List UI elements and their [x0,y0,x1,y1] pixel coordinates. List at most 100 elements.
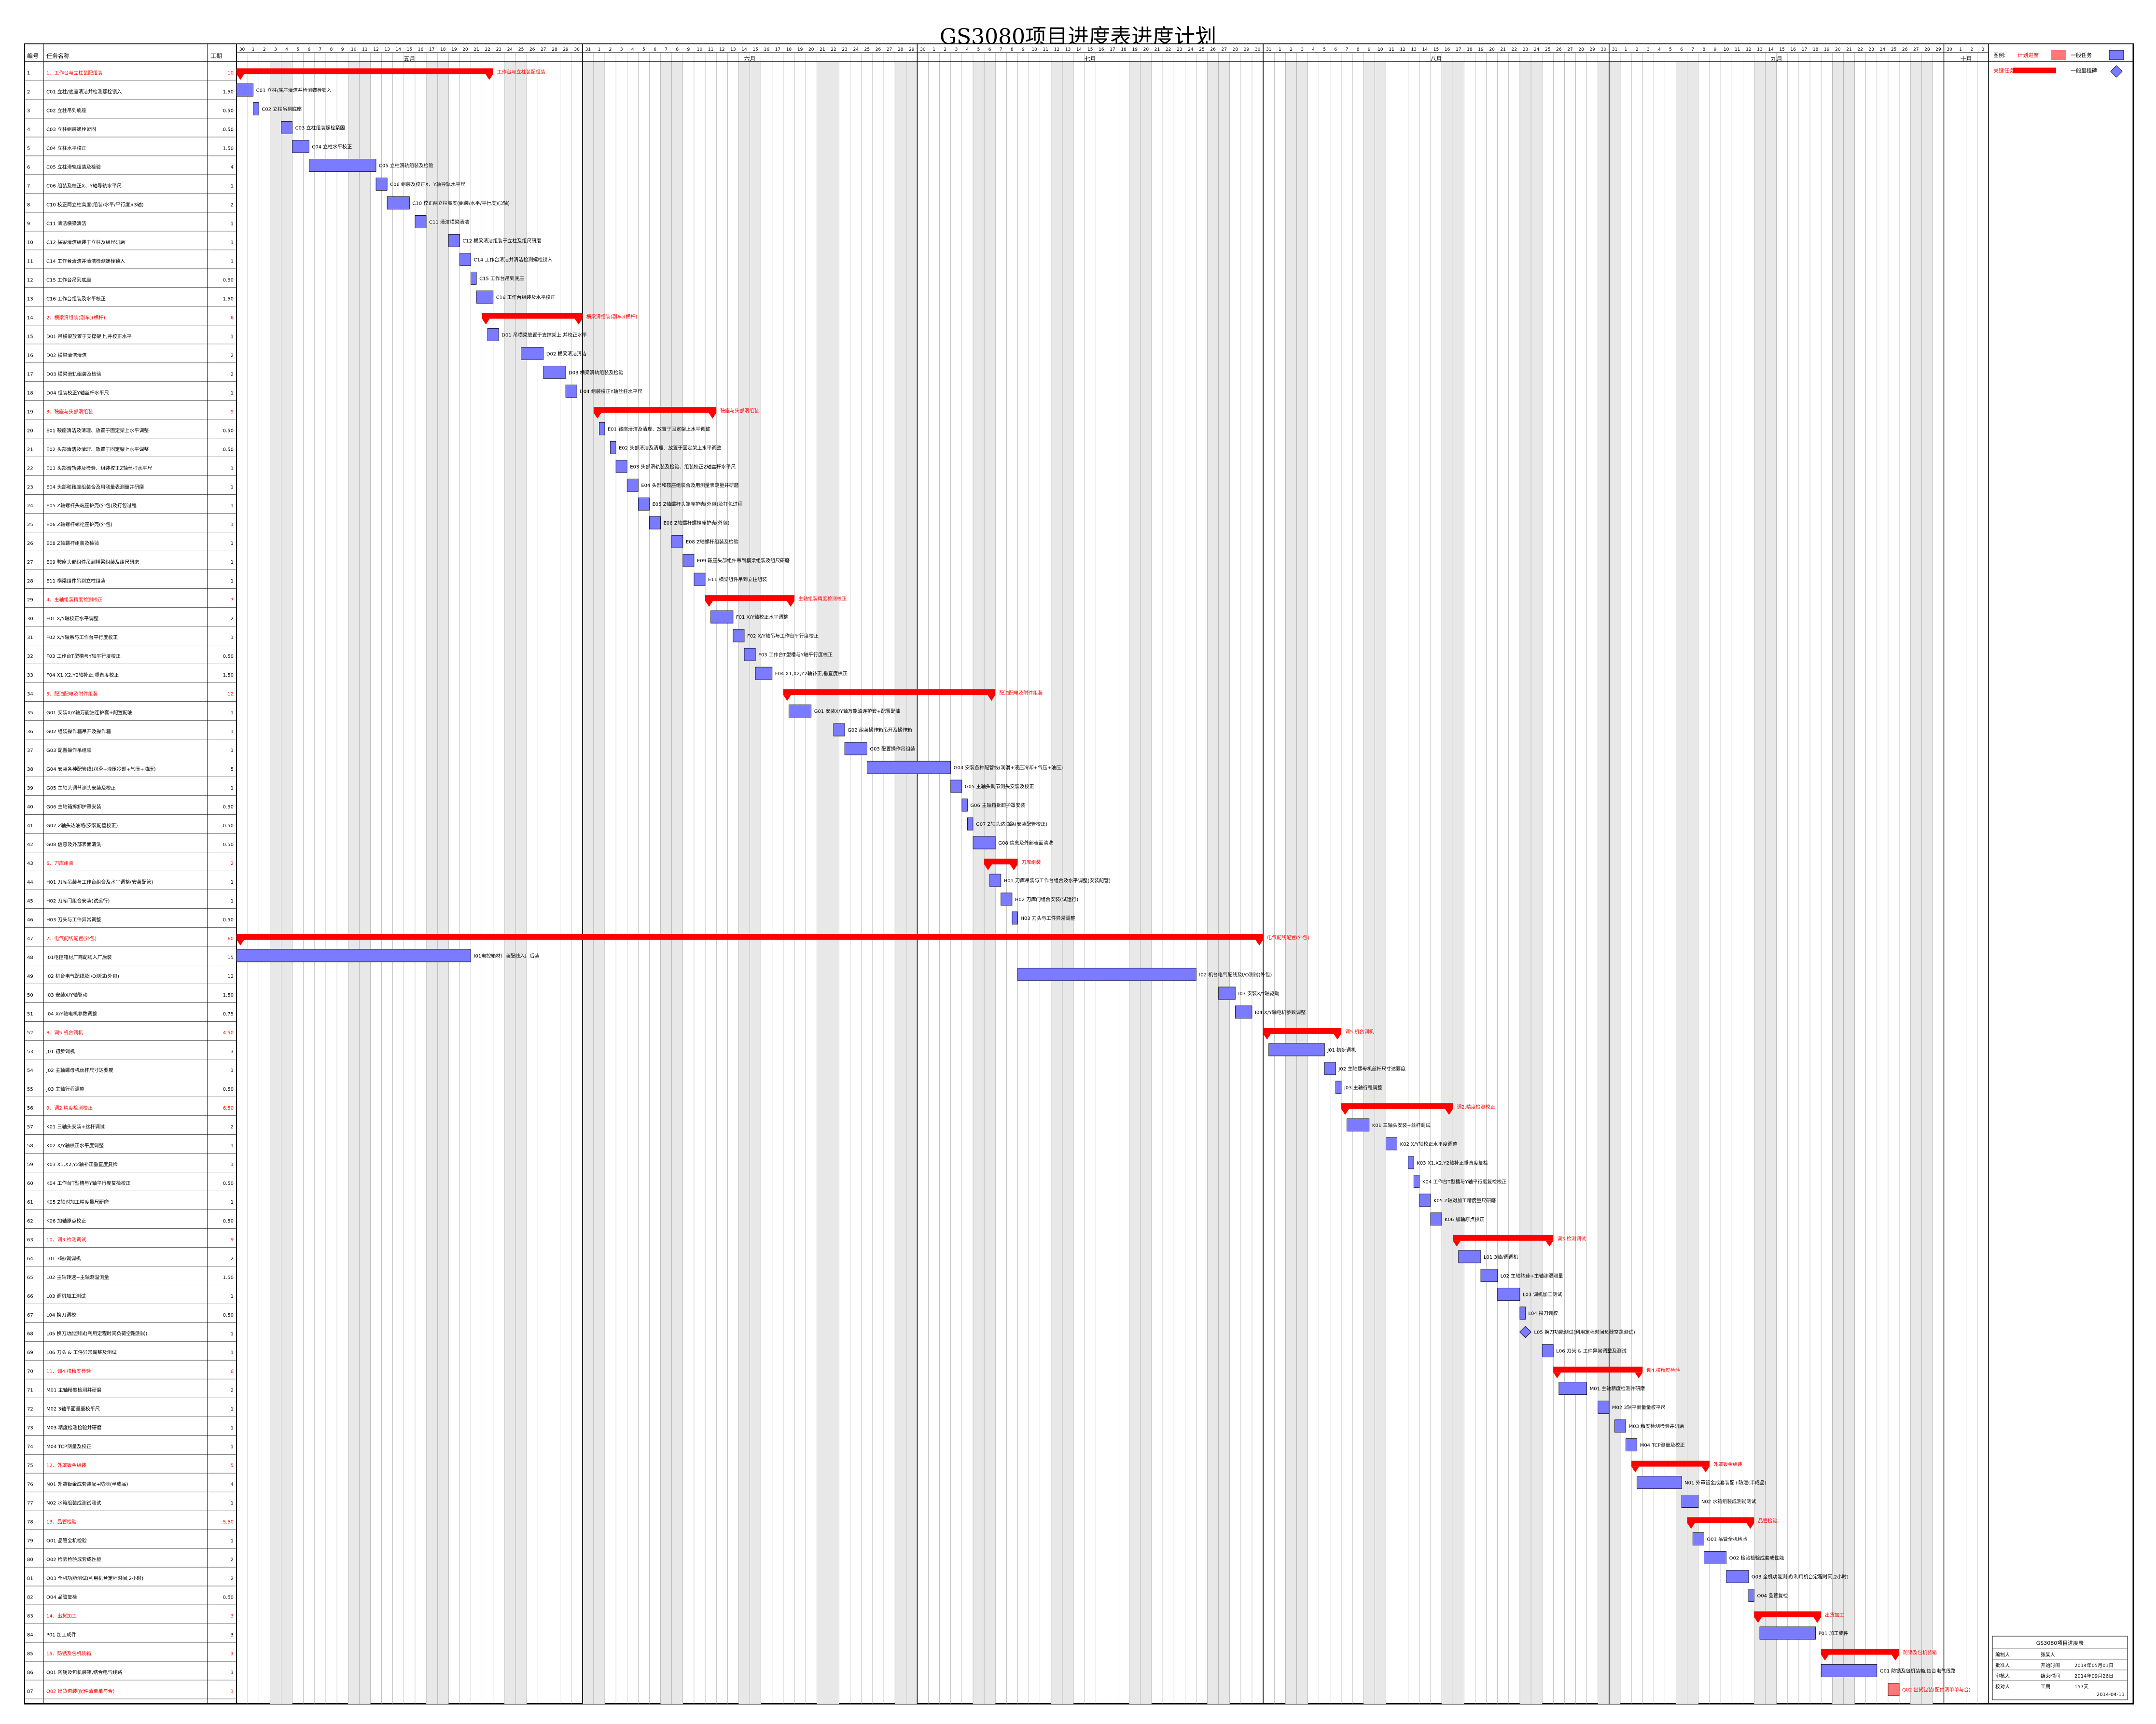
day-number: 14 [741,47,747,52]
task-label: F03 工作台T型槽与Y轴平行度校正 [758,652,833,658]
task-label: E08 Z轴螺杆组装及检验 [686,539,738,545]
day-number: 3 [1301,47,1304,52]
task-number: 69 [27,1350,33,1356]
task-number: 50 [27,993,33,998]
task-number: 65 [27,1275,33,1280]
task-number: 67 [27,1313,33,1318]
task-number: 19 [27,409,33,415]
task-duration: 3 [231,1049,234,1055]
day-number: 10 [1031,47,1037,52]
task-name: C05 立柱滑轨组装及检验 [46,164,101,170]
task-duration: 1 [231,579,234,584]
task-bar [1268,1043,1325,1057]
task-name: E11 横梁组件吊到立柱组装 [46,578,105,584]
task-name: I03 安装X/Y轴驱动 [46,992,87,998]
task-duration: 1.50 [223,993,234,998]
task-bar [448,234,460,247]
task-bar [376,178,388,191]
task-number: 5 [27,146,30,151]
day-number: 25 [1545,47,1550,52]
task-label: I02 机台电气配线及I/O测试(外包) [1199,972,1272,978]
task-bar [1001,892,1013,906]
task-label: K05 Z轴对加工精度量尺研磨 [1433,1197,1496,1204]
weekend-band [660,62,672,1704]
day-number: 29 [1935,47,1941,52]
task-name: 2、横梁滑组装(副车)(横杆) [46,314,105,320]
task-duration: 5.50 [223,1520,234,1525]
task-bar [866,761,951,774]
task-label: K06 加轴原点校正 [1445,1216,1484,1223]
task-number: 45 [27,899,33,904]
task-bar [1519,1307,1526,1320]
summary-label: 电气配线配置(外包) [1267,934,1309,941]
task-label: C01 立柱/底座清洁并检测螺栓锁入 [256,87,332,93]
day-number: 7 [1000,47,1002,52]
task-name: 13、品管检验 [46,1519,77,1525]
summary-end-cap [1813,1617,1822,1623]
task-bar [1386,1137,1397,1151]
summary-end-cap [709,413,717,419]
weekend-band [1598,62,1609,1704]
summary-bar [236,933,1264,940]
header-no: 编号 [27,52,39,59]
task-duration: 1 [231,259,234,264]
info-value: 工期 [2041,1684,2050,1690]
summary-start-cap [236,939,244,945]
day-number: 18 [1813,47,1819,52]
task-bar [733,629,745,642]
day-number: 3 [274,47,277,52]
day-number: 23 [1869,47,1874,52]
info-key: 批准人 [1995,1662,2010,1668]
summary-label: 出货加工 [1825,1612,1844,1618]
task-duration: 10 [227,71,234,76]
task-label: O02 检验检验成套成性能 [1729,1555,1784,1561]
weekend-band [582,62,594,1704]
task-number: 71 [27,1388,33,1393]
task-label: C06 组装及校正X、Y轴导轨水平尺 [390,181,465,187]
day-number: 30 [1947,47,1952,52]
task-duration: 1 [231,485,234,490]
day-number: 27 [887,47,892,52]
task-label: E01 鞍座清洁及清理、放置于固定架上水平调整 [608,426,710,432]
task-number: 84 [27,1633,33,1638]
task-name: H02 刀库门组合安装(试运行) [46,898,110,904]
task-bar [415,215,427,228]
day-number: 1 [252,47,255,52]
task-bar [1017,968,1196,981]
day-number: 11 [1389,47,1394,52]
task-name: D04 组装校正Y轴丝杆水平尺 [46,389,109,396]
task-bar [615,459,627,473]
info-box [1992,1636,2128,1700]
day-number: 14 [396,47,402,52]
task-name: I04 X/Y轴电机参数调整 [46,1011,97,1017]
task-name: Q02 出货包装(配件清单单与合) [46,1688,115,1695]
task-number: 26 [27,541,33,546]
task-bar [599,422,605,435]
task-duration: 1 [231,710,234,716]
weekend-band [828,62,839,1704]
weekend-band [437,62,449,1704]
day-number: 24 [853,47,859,52]
day-number: 12 [1400,47,1405,52]
task-number: 81 [27,1576,33,1582]
summary-bar [1821,1649,1900,1655]
task-name: 4、主轴组装精度检测校正 [46,597,102,603]
day-number: 15 [752,47,758,52]
task-label: O01 品管全机检验 [1707,1536,1747,1543]
task-label: H02 刀库门组合安装(试运行) [1015,896,1078,903]
day-number: 7 [319,47,322,52]
info-key: 审核人 [1995,1673,2010,1679]
summary-end-cap [574,319,583,325]
task-bar [755,667,773,680]
header-days: 工期 [210,53,222,59]
summary-end-cap [1010,864,1018,871]
task-number: 6 [27,165,30,170]
task-label: I04 X/Y轴电机参数调整 [1255,1009,1306,1015]
task-label: D02 横梁清洁清洁 [546,350,587,357]
task-label: M04 TCP测量及校正 [1640,1442,1685,1448]
task-bar [1335,1081,1342,1094]
task-name: L03 调机加工测试 [46,1293,85,1299]
task-bar [543,365,566,379]
task-bar [789,704,812,718]
day-number: 18 [1121,47,1127,52]
